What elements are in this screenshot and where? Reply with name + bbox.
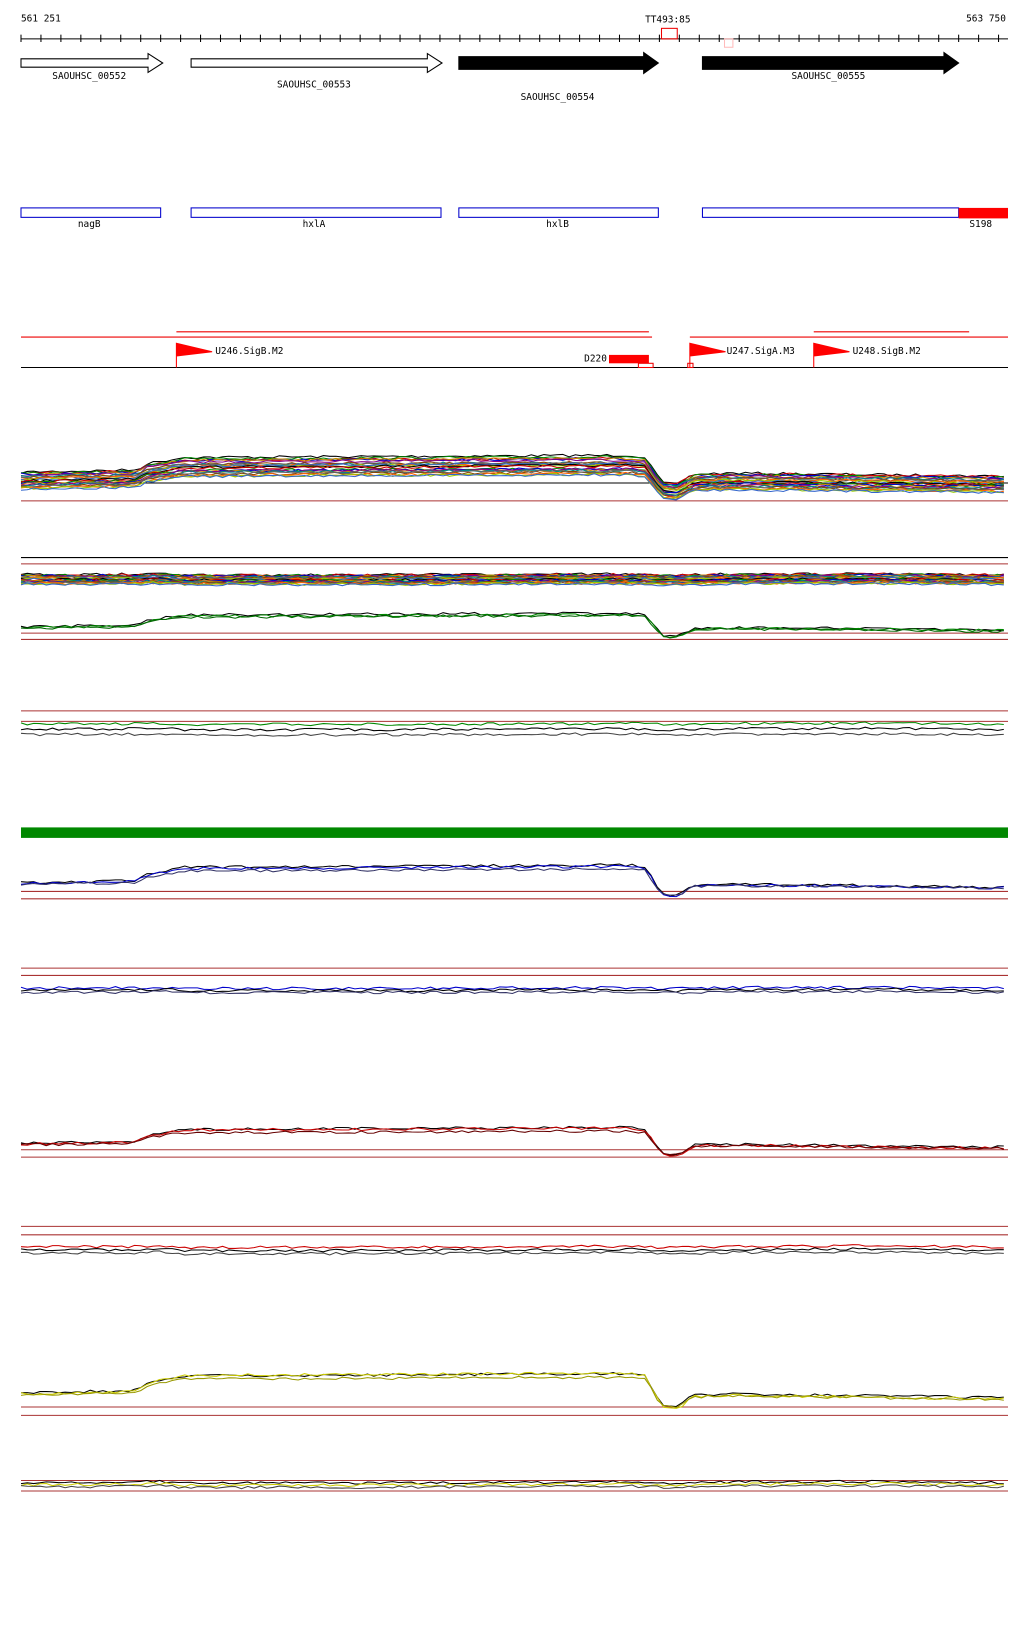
expression-line: [20, 613, 1004, 638]
feature-box: [701, 207, 960, 218]
ruler-end: 563 750: [966, 13, 1006, 24]
expression-line: [20, 460, 1004, 490]
feature-box: [958, 207, 1008, 219]
expression-line: [20, 1371, 1004, 1409]
expression-line: [20, 455, 1004, 487]
expression-line: [20, 989, 1004, 995]
gene-label: SAOUHSC_00555: [792, 71, 866, 82]
expression-line: [20, 1247, 1004, 1253]
expression-line: [20, 864, 1004, 898]
regulator-flag: [689, 342, 726, 368]
expression-line: [20, 1250, 1004, 1256]
expression-line: [20, 457, 1004, 489]
feature-label: hxlA: [303, 219, 326, 230]
marker-box: [660, 27, 678, 40]
regulator-label: U248.SigB.M2: [853, 346, 921, 357]
expression-line: [20, 473, 1004, 501]
expression-line: [20, 987, 1004, 993]
expression-line: [20, 458, 1004, 489]
gene-arrow: [20, 52, 164, 74]
regulator-box: [637, 362, 654, 369]
ruler-start: 561 251: [21, 13, 61, 24]
track-bar: [21, 827, 1008, 838]
gene-arrow: [701, 51, 960, 75]
expression-line: [20, 1375, 1004, 1409]
gene-arrow: [190, 52, 444, 74]
gene-label: SAOUHSC_00554: [521, 92, 595, 103]
feature-box: [190, 207, 442, 218]
expression-line: [20, 732, 1004, 737]
expression-line: [20, 867, 1004, 896]
regulator-flag: [175, 342, 213, 368]
expression-line: [20, 1129, 1004, 1156]
ruler-marker: TT493:85: [645, 14, 690, 25]
expression-line: [20, 1244, 1004, 1250]
expression-line: [20, 462, 1004, 493]
feature-box: [458, 207, 659, 218]
expression-line: [20, 863, 1004, 897]
expression-line: [20, 721, 1004, 727]
regulator-label: U246.SigB.M2: [215, 346, 283, 357]
gene-arrow: [458, 51, 660, 75]
regulator-label: U247.SigA.M3: [727, 346, 795, 357]
gene-label: SAOUHSC_00553: [277, 80, 351, 91]
expression-line: [20, 985, 1004, 991]
expression-line: [20, 1484, 1004, 1490]
feature-box: [20, 207, 162, 218]
expression-line: [20, 1479, 1004, 1485]
expression-line: [20, 581, 1004, 587]
regulator-flag: [813, 342, 850, 368]
feature-label: nagB: [78, 219, 101, 230]
expression-line: [20, 613, 1004, 639]
expression-line: [20, 726, 1004, 732]
feature-label: hxlB: [546, 219, 569, 230]
gene-label: SAOUHSC_00552: [52, 71, 126, 82]
regulator-label: D220: [584, 354, 607, 365]
regulator-box: [687, 362, 694, 369]
feature-label: S198: [969, 219, 992, 230]
marker-box: [723, 38, 734, 48]
regulator-bar: [609, 354, 649, 364]
browser-canvas: 561 251 563 750 TT493:85 SAOUHSC_00552 SA…: [20, 13, 1008, 1492]
